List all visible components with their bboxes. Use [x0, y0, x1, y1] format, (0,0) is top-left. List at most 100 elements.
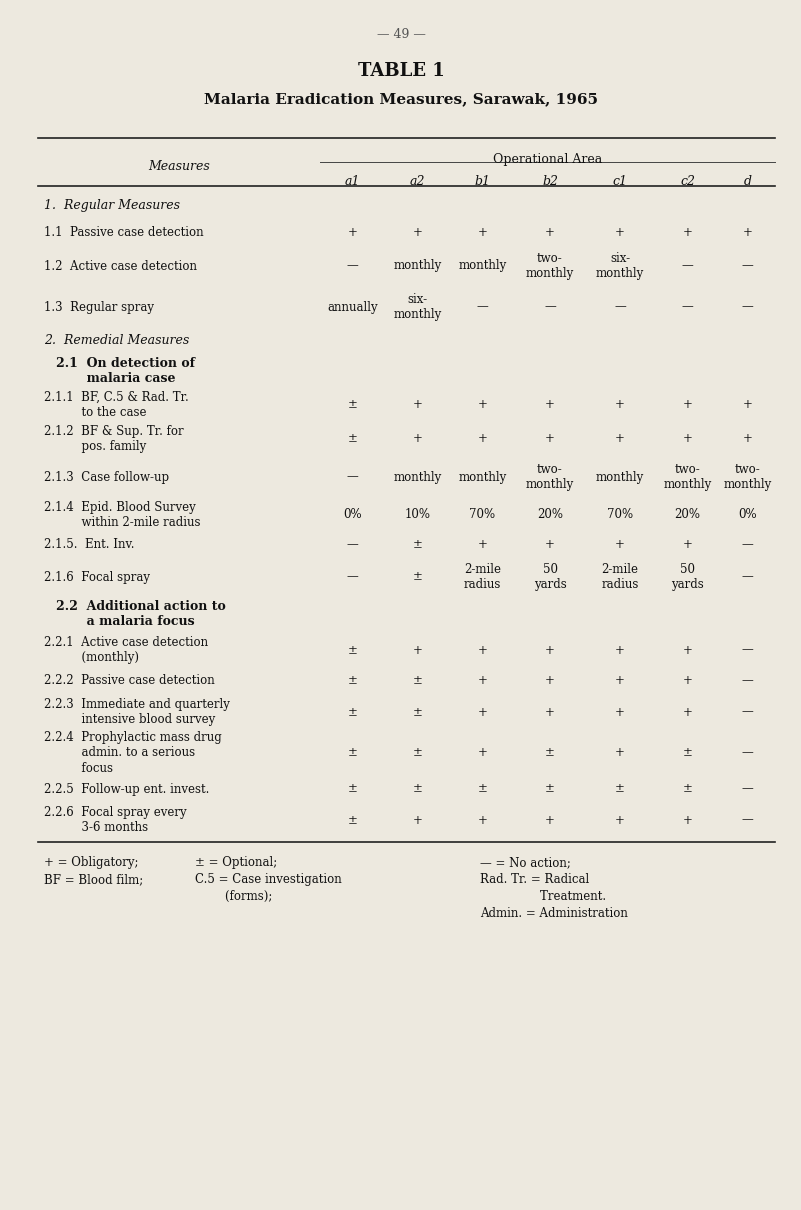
Text: ±: ±	[413, 538, 422, 552]
Text: +: +	[413, 813, 422, 826]
Text: —: —	[742, 705, 754, 719]
Text: +: +	[743, 398, 752, 411]
Text: —: —	[742, 747, 754, 760]
Text: 2.1  On detection of
       malaria case: 2.1 On detection of malaria case	[56, 357, 195, 385]
Text: +: +	[545, 644, 555, 657]
Text: +: +	[477, 747, 488, 760]
Text: +: +	[545, 705, 555, 719]
Text: monthly: monthly	[458, 471, 506, 484]
Text: 2-mile
radius: 2-mile radius	[602, 563, 638, 590]
Text: +: +	[545, 674, 555, 687]
Text: +: +	[413, 225, 422, 238]
Text: six-
monthly: six- monthly	[596, 252, 644, 280]
Text: ±: ±	[413, 783, 422, 795]
Text: monthly: monthly	[393, 471, 441, 484]
Text: —: —	[742, 813, 754, 826]
Text: ±: ±	[545, 747, 555, 760]
Text: —: —	[742, 783, 754, 795]
Text: ±: ±	[413, 705, 422, 719]
Text: ±: ±	[348, 432, 357, 445]
Text: ±: ±	[682, 747, 692, 760]
Text: +: +	[545, 432, 555, 445]
Text: —: —	[477, 300, 489, 313]
Text: ±: ±	[413, 747, 422, 760]
Text: —: —	[742, 538, 754, 552]
Text: +: +	[682, 538, 692, 552]
Text: +: +	[743, 432, 752, 445]
Text: 20%: 20%	[537, 508, 563, 522]
Text: d: d	[743, 175, 751, 188]
Text: +: +	[545, 225, 555, 238]
Text: +: +	[682, 398, 692, 411]
Text: Rad. Tr. = Radical: Rad. Tr. = Radical	[480, 872, 590, 886]
Text: —: —	[742, 259, 754, 272]
Text: monthly: monthly	[458, 259, 506, 272]
Text: ±: ±	[348, 747, 357, 760]
Text: —: —	[742, 674, 754, 687]
Text: +: +	[682, 225, 692, 238]
Text: Malaria Eradication Measures, Sarawak, 1965: Malaria Eradication Measures, Sarawak, 1…	[204, 92, 598, 106]
Text: +: +	[348, 225, 357, 238]
Text: b2: b2	[542, 175, 558, 188]
Text: 2.2.4  Prophylactic mass drug
          admin. to a serious
          focus: 2.2.4 Prophylactic mass drug admin. to a…	[44, 732, 222, 774]
Text: ±: ±	[477, 783, 488, 795]
Text: ±: ±	[682, 783, 692, 795]
Text: +: +	[682, 432, 692, 445]
Text: ±: ±	[348, 644, 357, 657]
Text: +: +	[545, 538, 555, 552]
Text: 20%: 20%	[674, 508, 701, 522]
Text: +: +	[477, 538, 488, 552]
Text: +: +	[615, 674, 625, 687]
Text: 1.3  Regular spray: 1.3 Regular spray	[44, 300, 154, 313]
Text: +: +	[682, 705, 692, 719]
Text: ±: ±	[413, 674, 422, 687]
Text: ±: ±	[348, 398, 357, 411]
Text: 2.2.2  Passive case detection: 2.2.2 Passive case detection	[44, 674, 215, 687]
Text: ±: ±	[413, 570, 422, 583]
Text: — 49 —: — 49 —	[376, 28, 425, 41]
Text: +: +	[477, 674, 488, 687]
Text: +: +	[477, 225, 488, 238]
Text: 1.1  Passive case detection: 1.1 Passive case detection	[44, 225, 203, 238]
Text: ±: ±	[348, 705, 357, 719]
Text: +: +	[545, 398, 555, 411]
Text: +: +	[615, 225, 625, 238]
Text: +: +	[477, 705, 488, 719]
Text: +: +	[615, 705, 625, 719]
Text: annually: annually	[327, 300, 378, 313]
Text: +: +	[743, 225, 752, 238]
Text: 1.  Regular Measures: 1. Regular Measures	[44, 198, 180, 212]
Text: —: —	[742, 644, 754, 657]
Text: +: +	[413, 432, 422, 445]
Text: +: +	[477, 432, 488, 445]
Text: —: —	[682, 259, 694, 272]
Text: c2: c2	[680, 175, 695, 188]
Text: +: +	[477, 644, 488, 657]
Text: 2.1.4  Epid. Blood Survey
          within 2-mile radius: 2.1.4 Epid. Blood Survey within 2-mile r…	[44, 501, 200, 529]
Text: 0%: 0%	[343, 508, 362, 522]
Text: —: —	[682, 300, 694, 313]
Text: 0%: 0%	[739, 508, 757, 522]
Text: ± = Optional;: ± = Optional;	[195, 855, 277, 869]
Text: +: +	[615, 398, 625, 411]
Text: +: +	[413, 398, 422, 411]
Text: — = No action;: — = No action;	[480, 855, 571, 869]
Text: +: +	[615, 747, 625, 760]
Text: +: +	[615, 432, 625, 445]
Text: —: —	[347, 471, 358, 484]
Text: a2: a2	[410, 175, 425, 188]
Text: 2-mile
radius: 2-mile radius	[464, 563, 501, 590]
Text: ±: ±	[545, 783, 555, 795]
Text: +: +	[615, 538, 625, 552]
Text: 2.1.3  Case follow-up: 2.1.3 Case follow-up	[44, 471, 169, 484]
Text: —: —	[614, 300, 626, 313]
Text: —: —	[544, 300, 556, 313]
Text: 2.  Remedial Measures: 2. Remedial Measures	[44, 334, 189, 347]
Text: b1: b1	[474, 175, 490, 188]
Text: 2.2.1  Active case detection
          (monthly): 2.2.1 Active case detection (monthly)	[44, 636, 208, 664]
Text: 2.1.5.  Ent. Inv.: 2.1.5. Ent. Inv.	[44, 538, 135, 552]
Text: 2.2.6  Focal spray every
          3-6 months: 2.2.6 Focal spray every 3-6 months	[44, 806, 187, 834]
Text: six-
monthly: six- monthly	[393, 293, 441, 321]
Text: +: +	[615, 813, 625, 826]
Text: monthly: monthly	[393, 259, 441, 272]
